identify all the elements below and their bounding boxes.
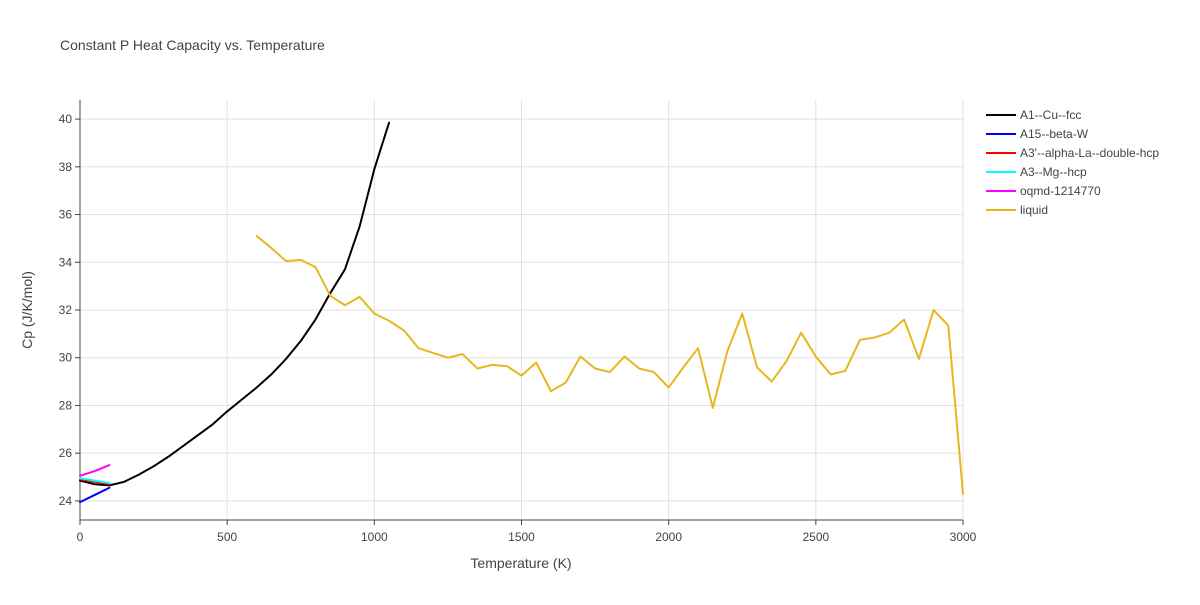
legend-label-oqmd-1214770[interactable]: oqmd-1214770 (1020, 184, 1101, 198)
series-line-a15-beta-w (79, 486, 111, 504)
y-tick-label: 34 (59, 255, 73, 269)
series-line-oqmd-1214770 (79, 464, 111, 477)
y-tick-label: 26 (59, 446, 73, 460)
y-tick-label: 38 (59, 160, 73, 174)
x-axis-label: Temperature (K) (470, 555, 571, 571)
y-tick-label: 36 (59, 208, 73, 222)
x-tick-label: 500 (217, 530, 237, 544)
legend-label-liquid[interactable]: liquid (1020, 203, 1048, 217)
y-tick-label: 24 (59, 494, 73, 508)
series-line-liquid (255, 235, 964, 495)
chart-title: Constant P Heat Capacity vs. Temperature (60, 37, 325, 53)
x-tick-label: 0 (77, 530, 84, 544)
legend-label-a3-alpha-la-double-hcp[interactable]: A3'--alpha-La--double-hcp (1020, 146, 1159, 160)
series-line-a1-cu-fcc (79, 121, 391, 487)
legend: A1--Cu--fcc A15--beta-W A3'--alpha-La--dou… (986, 108, 1159, 217)
y-tick-label: 32 (59, 303, 73, 317)
x-tick-label: 2500 (802, 530, 829, 544)
legend-label-a3-mg-hcp[interactable]: A3--Mg--hcp (1020, 165, 1087, 179)
x-tick-label: 2000 (655, 530, 682, 544)
y-axis-label: Cp (J/K/mol) (19, 271, 35, 349)
x-tick-label: 3000 (950, 530, 977, 544)
series-line-a3-alpha-la-double-hcp (79, 478, 111, 486)
x-tick-label: 1000 (361, 530, 388, 544)
y-tick-label: 30 (59, 351, 73, 365)
axes-layer: 0 500 1000 1500 2000 2500 3000 24 26 28 30 32 34 36 38… (59, 100, 977, 544)
series-layer (79, 121, 964, 504)
legend-label-a1-cu-fcc[interactable]: A1--Cu--fcc (1020, 108, 1081, 122)
series-line-a3-mg-hcp (79, 477, 111, 485)
y-tick-label: 40 (59, 112, 73, 126)
x-tick-label: 1500 (508, 530, 535, 544)
legend-label-a15-beta-w[interactable]: A15--beta-W (1020, 127, 1089, 141)
y-tick-label: 28 (59, 398, 73, 412)
